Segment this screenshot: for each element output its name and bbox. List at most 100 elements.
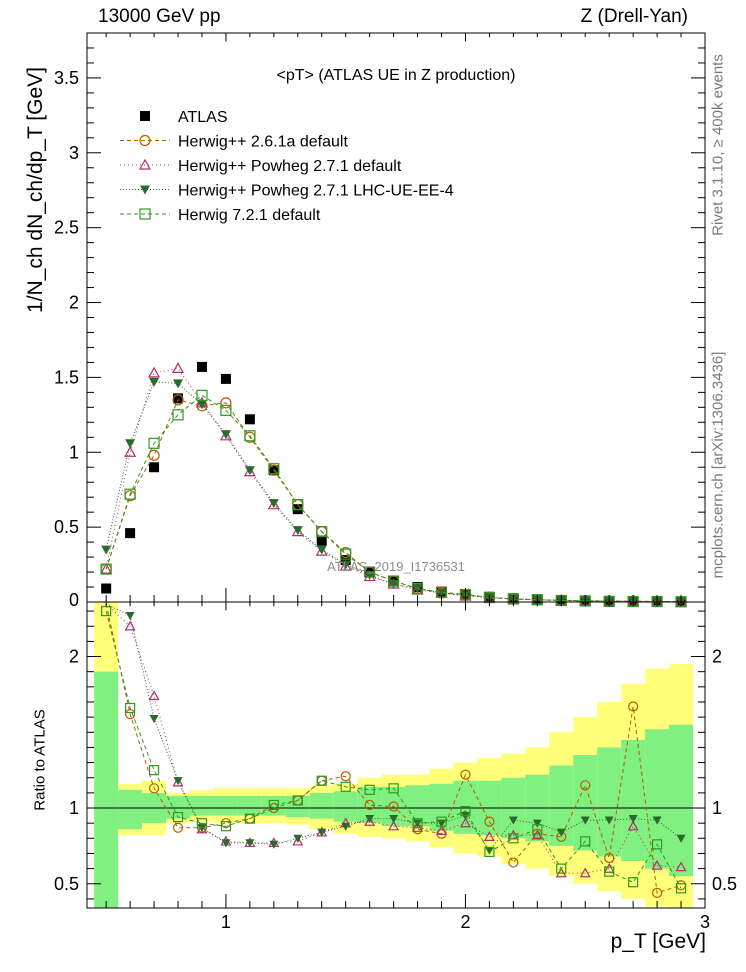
ratio-band-inner <box>237 795 262 816</box>
ratio-point <box>459 817 471 828</box>
ratio-point <box>172 812 184 823</box>
ratio-point <box>483 831 495 842</box>
ratio-point <box>484 816 495 827</box>
data-point <box>316 535 327 546</box>
ratio-point <box>389 815 399 824</box>
ratio-point <box>268 799 279 811</box>
ratio-point <box>340 781 351 792</box>
ratio-point <box>148 765 160 776</box>
ratio-band-inner <box>645 729 670 869</box>
y-tick-label: 2.5 <box>54 218 79 238</box>
data-point <box>268 499 279 509</box>
ratio-point <box>675 883 687 894</box>
ratio-point <box>149 715 159 724</box>
ratio-band-inner <box>190 795 214 816</box>
ratio-point <box>245 839 255 848</box>
ratio-band-inner <box>357 786 382 824</box>
ratio-band-inner <box>118 789 143 830</box>
x-tick-label: 2 <box>460 912 470 932</box>
ratio-band-inner <box>213 795 238 816</box>
data-point <box>196 389 208 401</box>
data-point <box>173 379 184 389</box>
ratio-point <box>556 828 566 837</box>
ratio-point <box>556 863 567 874</box>
ratio-point <box>293 834 303 843</box>
ratio-point <box>604 866 615 877</box>
ratio-point <box>627 820 639 831</box>
data-point <box>340 560 351 570</box>
data-point <box>268 463 280 475</box>
ratio-point <box>651 839 663 850</box>
data-point <box>292 499 304 511</box>
ratio-point <box>532 824 543 835</box>
data-point <box>220 430 231 440</box>
y-tick-label: 1.5 <box>54 367 79 387</box>
ratio-point <box>220 821 232 832</box>
ratio-point <box>365 815 375 824</box>
data-point <box>124 446 137 457</box>
ratio-band-inner <box>573 755 598 851</box>
ratio-y-tick-label: 2 <box>69 647 79 667</box>
ratio-point <box>388 820 400 831</box>
ratio-point <box>388 783 399 794</box>
ratio-band-inner <box>333 791 358 822</box>
ratio-point <box>221 839 231 848</box>
y-tick-label: 0.5 <box>54 517 79 537</box>
legend-marker <box>138 158 152 170</box>
chart-title: <pT> (ATLAS UE in Z production) <box>277 67 516 84</box>
ratio-point <box>125 702 136 714</box>
data-point <box>364 566 376 578</box>
data-point <box>388 575 400 587</box>
ratio-point <box>675 861 687 872</box>
ratio-uncertainty-bands <box>94 602 694 908</box>
legend-label: Herwig++ 2.6.1a default <box>178 134 348 151</box>
ratio-point <box>412 818 423 829</box>
ratio-point <box>580 780 591 791</box>
data-point <box>148 449 160 461</box>
ratio-point <box>532 819 542 828</box>
legend-item: ATLAS <box>140 109 228 126</box>
x-axis-label: p_T [GeV] <box>610 930 706 953</box>
ratio-point <box>364 799 375 811</box>
ratio-band-inner <box>669 724 694 877</box>
ratio-point <box>125 708 136 720</box>
legend-label: Herwig++ Powheg 2.7.1 LHC-UE-EE-4 <box>178 183 454 200</box>
ratio-point <box>676 834 686 843</box>
ratio-point <box>196 823 208 834</box>
data-point <box>315 544 328 556</box>
ratio-band-inner <box>621 739 646 862</box>
ratio-point <box>172 822 184 833</box>
data-point <box>436 589 447 599</box>
ratio-point <box>580 836 591 847</box>
ratio-point <box>173 777 183 786</box>
ratio-point <box>148 690 160 701</box>
ratio-point <box>341 822 351 831</box>
header-left: 13000 GeV pp <box>98 6 221 27</box>
ratio-y-tick-label-right: 1 <box>712 798 722 818</box>
data-point <box>220 397 232 409</box>
ratio-point <box>484 846 494 855</box>
data-point <box>244 430 256 442</box>
ratio-point <box>316 775 327 786</box>
ratio-y-tick-label-right: 0.5 <box>712 874 737 894</box>
data-point <box>244 466 255 476</box>
data-point <box>172 409 184 421</box>
data-point <box>148 366 161 378</box>
data-point <box>196 400 207 410</box>
data-point <box>220 404 232 416</box>
data-point <box>101 545 112 555</box>
x-tick-label: 3 <box>700 912 710 932</box>
ratio-point <box>388 801 399 812</box>
data-point <box>100 562 113 574</box>
legend: ATLAS Herwig++ 2.6.1a default Herwig++ Pow… <box>120 109 454 224</box>
ratio-point <box>148 783 160 794</box>
data-point <box>148 437 160 449</box>
ratio-point <box>604 816 614 825</box>
ratio-point <box>172 776 184 787</box>
ratio-point <box>292 795 303 806</box>
ratio-band-inner <box>94 671 119 908</box>
ratio-point <box>460 769 471 780</box>
ratio-point <box>651 887 663 898</box>
data-point <box>149 462 160 473</box>
data-point <box>316 545 327 555</box>
